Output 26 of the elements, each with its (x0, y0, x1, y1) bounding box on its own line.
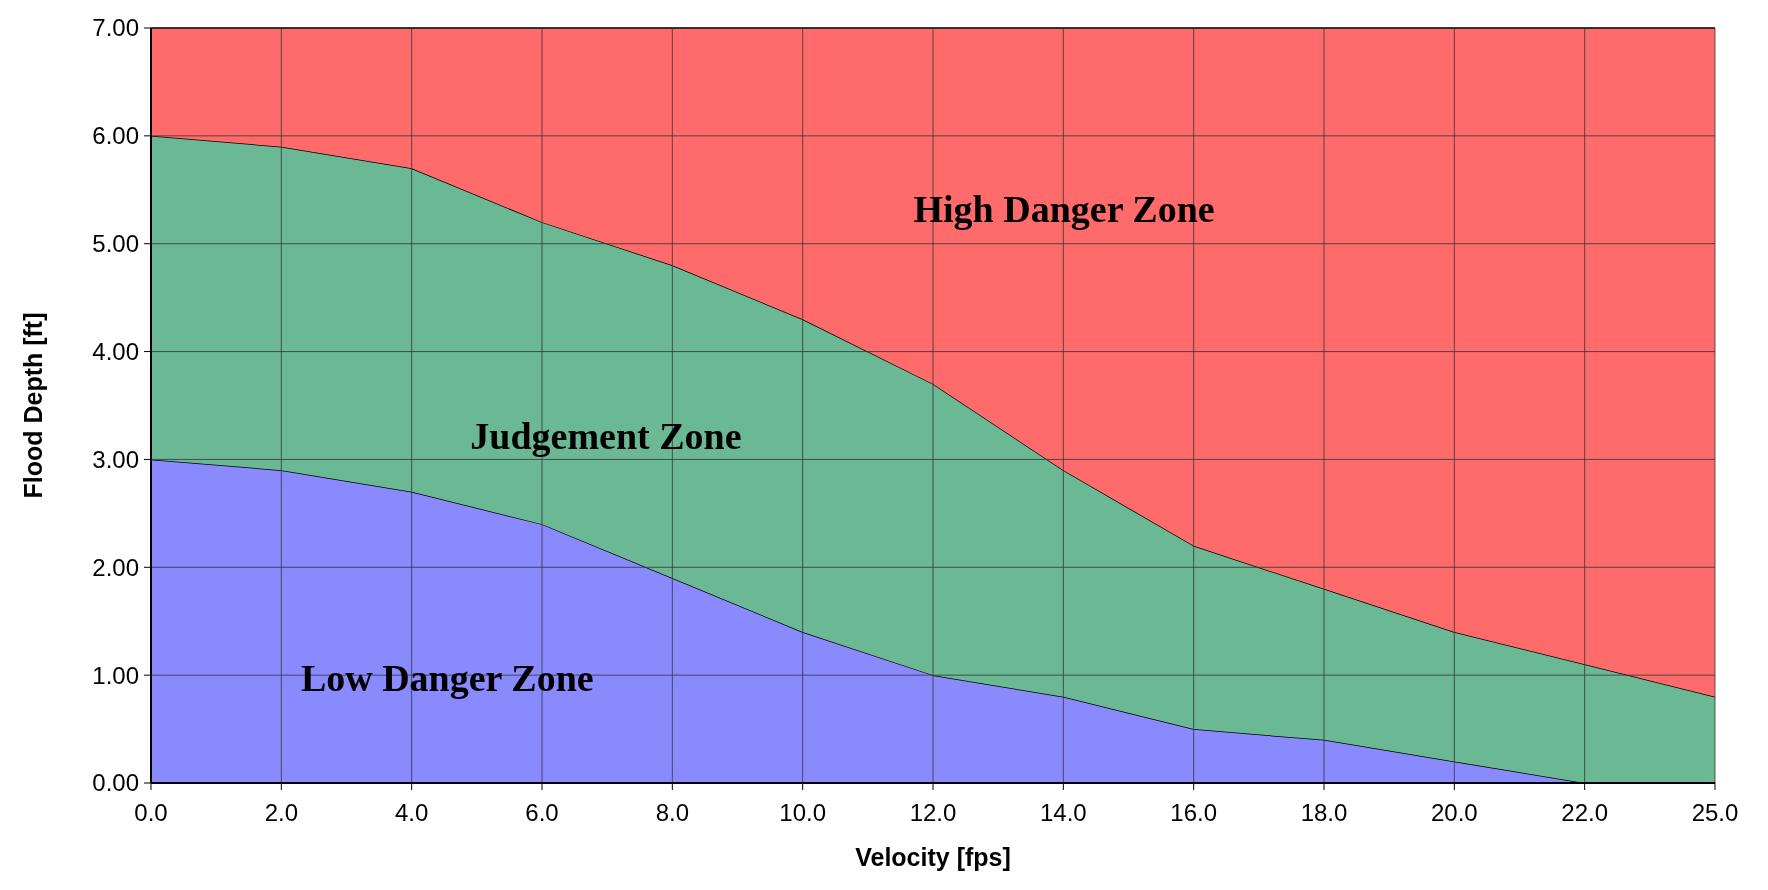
series-label: Low Danger Zone (300, 657, 594, 700)
x-tick-label: 0.0 (134, 799, 168, 826)
x-tick-label: 10.0 (779, 799, 827, 826)
x-tick-label: 8.0 (655, 799, 690, 826)
y-tick-label: 7.00 (92, 14, 139, 42)
x-tick-label: 22.0 (1561, 799, 1609, 826)
series-label: High Danger Zone (913, 188, 1215, 231)
y-tick-label: 1.00 (92, 661, 139, 689)
x-tick-label: 4.0 (394, 799, 429, 826)
y-axis-title: Flood Depth [ft] (19, 312, 47, 499)
y-tick-label: 3.00 (92, 445, 139, 473)
x-tick-label: 16.0 (1170, 799, 1218, 826)
y-tick-label: 4.00 (92, 337, 139, 365)
y-tick-label: 5.00 (92, 230, 139, 258)
x-tick-label: 20.0 (1430, 799, 1478, 826)
x-tick-label: 14.0 (1039, 799, 1087, 826)
series-label: Judgement Zone (470, 414, 742, 457)
x-tick-label: 18.0 (1300, 799, 1348, 826)
y-tick-label: 2.00 (92, 553, 139, 581)
y-tick-label: 6.00 (92, 122, 139, 150)
y-tick-label: 0.00 (92, 769, 139, 797)
x-tick-label: 25.0 (1691, 799, 1739, 826)
x-tick-label: 12.0 (909, 799, 957, 826)
x-axis-title: Velocity [fps] (855, 843, 1011, 871)
x-tick-label: 6.0 (525, 799, 559, 826)
x-tick-label: 2.0 (264, 799, 299, 826)
